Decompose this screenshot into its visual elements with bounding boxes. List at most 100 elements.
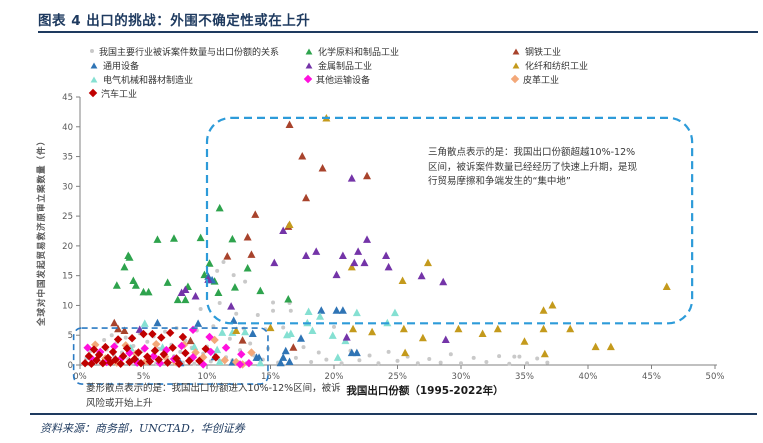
data-point <box>376 361 381 366</box>
data-point <box>367 353 372 358</box>
data-point <box>152 339 161 349</box>
data-point <box>153 318 162 327</box>
data-point <box>279 353 288 361</box>
data-point <box>116 359 125 369</box>
data-point <box>163 278 172 286</box>
diamond-annotation: 菱形散点表示的是：我国出口份额进入10%-12%区间，被诉风险或开始上升 <box>86 383 341 409</box>
legend-item-chemical: 化学原料和制品工业 <box>305 44 399 58</box>
data-point <box>285 220 294 229</box>
data-point <box>123 335 128 340</box>
data-point <box>111 355 120 364</box>
data-point <box>227 336 232 341</box>
data-point <box>234 311 239 316</box>
series-fiber-textile <box>232 113 671 358</box>
triangle-annotation: 三角散点表示的是：我国出口份额超越10%-12%区间，被诉案件数量已经经历了快速… <box>428 147 638 187</box>
data-point <box>497 354 502 359</box>
data-point <box>342 333 351 341</box>
data-point <box>448 352 453 357</box>
data-point <box>87 359 96 369</box>
data-point <box>471 355 476 360</box>
data-point <box>339 361 344 366</box>
data-point <box>438 360 443 365</box>
data-point <box>181 285 190 293</box>
data-point <box>145 357 155 366</box>
series-steel <box>110 120 372 351</box>
data-point <box>186 336 195 345</box>
data-point <box>417 271 426 280</box>
data-point <box>352 308 361 317</box>
data-point <box>507 361 512 366</box>
data-point <box>427 357 432 362</box>
figure-title: 图表 4 出口的挑战：外围不确定性或在上升 <box>38 13 311 29</box>
data-point <box>302 251 311 260</box>
legend-item-fiber-textile: 化纤和纺织工业 <box>512 58 588 72</box>
data-point <box>154 355 163 364</box>
legend-item-leather: 皮革工业 <box>510 72 560 86</box>
data-point <box>525 361 530 366</box>
data-point <box>520 337 529 345</box>
data-point <box>185 356 194 366</box>
legend-item-other-transport: 其他运输设备 <box>303 72 371 86</box>
data-point <box>459 361 463 366</box>
circle-marker-icon <box>90 49 94 53</box>
data-point <box>194 319 203 327</box>
data-point <box>271 308 276 313</box>
data-point <box>192 361 197 366</box>
data-point <box>174 359 184 369</box>
data-point <box>198 307 203 312</box>
data-point <box>235 360 245 369</box>
data-point <box>316 312 325 320</box>
legend-label: 皮革工业 <box>523 75 560 86</box>
data-point <box>347 262 356 271</box>
source-divider: 资料来源：商务部，UNCTAD，华创证券 <box>30 413 757 436</box>
data-point <box>213 345 222 354</box>
data-point <box>144 287 153 296</box>
data-point <box>157 333 166 342</box>
y-axis-ticks: 0 5 10 15 20 25 30 35 40 45 <box>62 93 80 371</box>
data-point <box>148 329 157 339</box>
data-point <box>606 342 615 351</box>
data-point <box>241 327 250 336</box>
data-point <box>94 350 104 360</box>
data-point <box>296 334 305 342</box>
x-axis-ticks: 0% 5% 10% 15% 20% 25% 30% 35% 40% 45% 50% <box>73 365 724 382</box>
series-electrical-machinery <box>126 307 399 367</box>
data-point <box>190 342 199 351</box>
data-point <box>221 259 226 264</box>
data-point <box>227 302 236 310</box>
data-point <box>163 329 168 334</box>
data-point <box>198 360 208 369</box>
data-point <box>332 270 341 279</box>
data-point <box>195 356 204 366</box>
x-tick-label: 5% <box>137 372 151 382</box>
data-point <box>208 359 213 364</box>
data-point <box>535 356 540 361</box>
data-point <box>120 326 129 335</box>
triangle-marker-icon <box>305 62 313 68</box>
data-point <box>360 258 369 267</box>
source-note: 资料来源：商务部，UNCTAD，华创证券 <box>40 422 245 435</box>
data-point <box>548 300 557 309</box>
legend-label: 汽车工业 <box>101 89 138 100</box>
legend-label: 其他运输设备 <box>316 75 371 86</box>
data-point <box>112 281 121 289</box>
legend-label: 钢铁工业 <box>525 47 562 58</box>
data-point <box>191 292 200 300</box>
data-point <box>110 318 119 327</box>
data-point <box>285 120 294 128</box>
data-point <box>279 226 288 234</box>
data-point <box>255 353 264 361</box>
data-point <box>357 358 362 363</box>
data-point <box>390 308 399 317</box>
data-point <box>302 193 311 202</box>
data-point <box>318 163 327 172</box>
data-point <box>218 328 227 336</box>
data-point <box>401 348 410 357</box>
data-point <box>247 250 256 258</box>
data-point <box>289 343 298 351</box>
data-point <box>368 327 377 336</box>
data-point <box>139 287 148 296</box>
x-axis-title: 我国出口份额（1995-2022年） <box>346 385 504 397</box>
data-point <box>286 329 295 338</box>
